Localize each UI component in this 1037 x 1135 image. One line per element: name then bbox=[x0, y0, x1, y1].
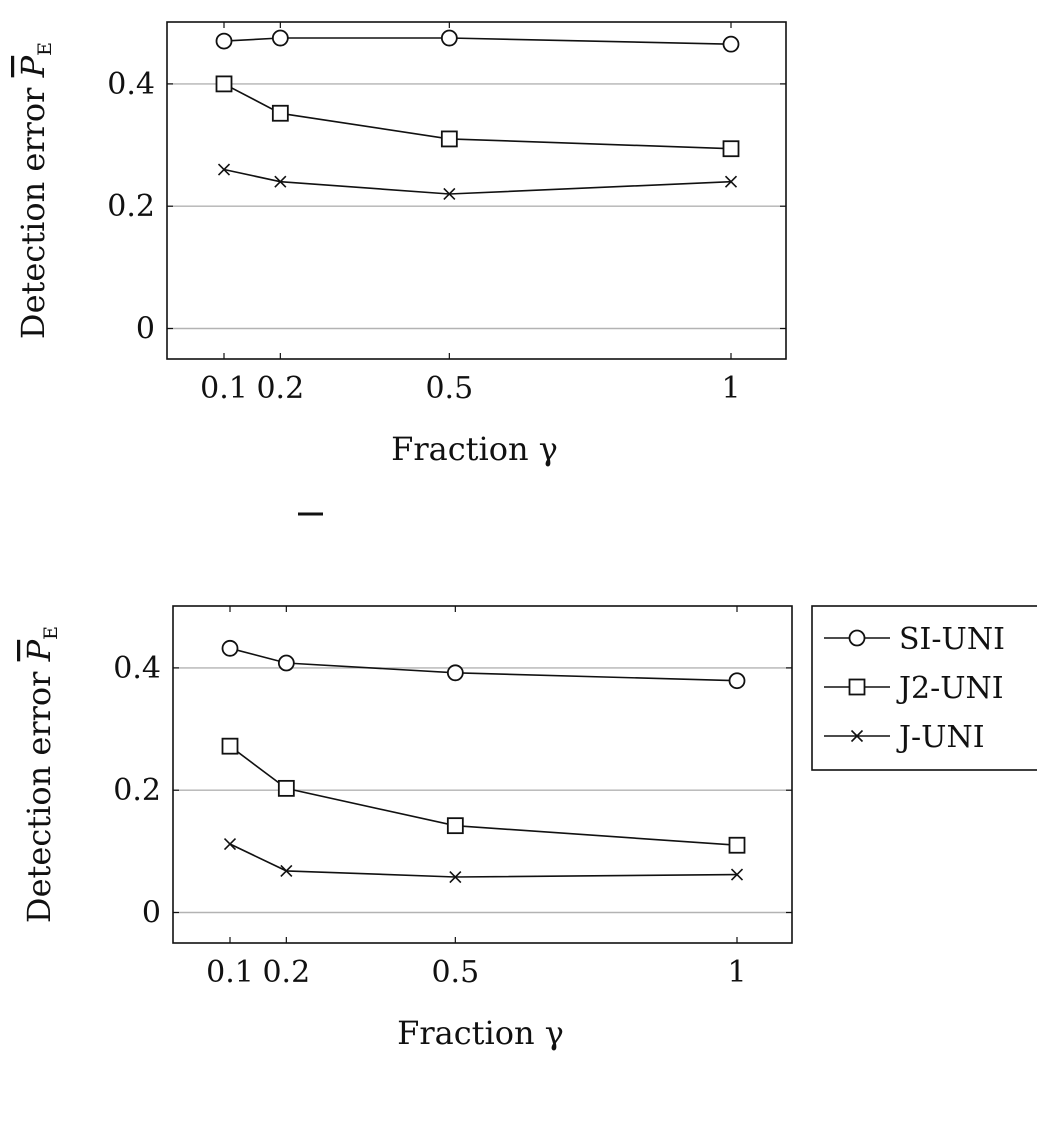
y-axis-label-symbol: P bbox=[20, 639, 58, 662]
data-point bbox=[221, 737, 239, 755]
data-point bbox=[724, 175, 738, 188]
data-point bbox=[446, 817, 464, 835]
data-point bbox=[728, 672, 746, 690]
data-point bbox=[274, 175, 287, 188]
data-point bbox=[215, 75, 233, 93]
series-line bbox=[223, 168, 732, 195]
data-point bbox=[446, 664, 464, 682]
x-axis-label: Fraction γ bbox=[397, 1014, 564, 1052]
y-axis-label: Detection error PE bbox=[20, 626, 62, 923]
y-axis-label-main: Detection error bbox=[20, 661, 58, 923]
series-SI-UNI bbox=[215, 29, 740, 53]
plot-frame bbox=[172, 605, 793, 944]
legend-entry: SI-UNI bbox=[824, 622, 1005, 657]
x-tick-label: 0.1 bbox=[206, 955, 254, 990]
data-point bbox=[440, 29, 458, 47]
y-axis-label-main: Detection error bbox=[14, 77, 52, 339]
data-point-b bbox=[724, 175, 738, 188]
series-line bbox=[229, 843, 738, 878]
data-point bbox=[271, 29, 289, 47]
y-axis-label-subscript: E bbox=[40, 626, 62, 640]
series-J-UNI bbox=[217, 163, 738, 201]
data-point bbox=[728, 836, 746, 854]
x-tick-label: 0.2 bbox=[256, 371, 304, 406]
data-point bbox=[449, 870, 462, 884]
legend-entry: J-UNI bbox=[824, 720, 985, 755]
data-point bbox=[271, 104, 289, 122]
x-tick-label: 1 bbox=[721, 371, 740, 406]
data-point-b bbox=[730, 868, 744, 881]
y-axis-label-subscript: E bbox=[34, 42, 56, 56]
data-point bbox=[722, 140, 740, 158]
data-point bbox=[280, 864, 293, 877]
legend-marker bbox=[848, 629, 866, 647]
x-axis-label: Fraction γ bbox=[391, 430, 558, 468]
y-axis-label: Detection error PE bbox=[14, 42, 56, 339]
data-point bbox=[223, 837, 237, 851]
series-J-UNI bbox=[223, 837, 744, 884]
series-line bbox=[229, 745, 738, 846]
series-SI-UNI bbox=[221, 639, 746, 690]
legend-marker-b bbox=[850, 729, 864, 743]
y-tick-label: 0 bbox=[136, 312, 155, 347]
data-point-b bbox=[280, 864, 293, 877]
data-point bbox=[277, 779, 295, 797]
data-point bbox=[277, 654, 295, 672]
y-axis-label-symbol: P bbox=[14, 55, 52, 78]
data-point-b bbox=[223, 837, 237, 851]
y-tick-label: 0.4 bbox=[113, 651, 161, 686]
series-J2-UNI bbox=[215, 75, 740, 158]
y-tick-label: 0.4 bbox=[107, 67, 155, 102]
series-line bbox=[223, 83, 732, 150]
legend: SI-UNI J2-UNI J-UNI bbox=[811, 605, 1037, 771]
x-tick-label: 1 bbox=[727, 955, 746, 990]
x-tick-label: 0.1 bbox=[200, 371, 248, 406]
series-J2-UNI bbox=[221, 737, 746, 854]
y-tick-label: 0 bbox=[142, 896, 161, 931]
legend-label: SI-UNI bbox=[899, 622, 1005, 657]
legend-marker bbox=[848, 678, 866, 696]
y-tick-label: 0.2 bbox=[113, 773, 161, 808]
legend-label: J-UNI bbox=[896, 720, 985, 755]
legend-entry: J2-UNI bbox=[824, 671, 1004, 706]
plot-frame bbox=[166, 21, 787, 360]
x-tick-label: 0.5 bbox=[425, 371, 473, 406]
legend-marker bbox=[850, 729, 864, 743]
data-point bbox=[443, 187, 456, 201]
data-point-b bbox=[443, 187, 456, 201]
legend-label: J2-UNI bbox=[896, 671, 1004, 706]
data-point-b bbox=[217, 163, 231, 176]
data-point-b bbox=[449, 870, 462, 884]
data-point bbox=[730, 868, 744, 881]
data-point bbox=[440, 130, 458, 148]
data-point-b bbox=[274, 175, 287, 188]
series-line bbox=[223, 37, 732, 45]
y-tick-label: 0.2 bbox=[107, 189, 155, 224]
data-point bbox=[217, 163, 231, 176]
data-point bbox=[215, 32, 233, 50]
series-line bbox=[229, 647, 738, 682]
x-tick-label: 0.2 bbox=[262, 955, 310, 990]
data-point bbox=[221, 639, 239, 657]
x-tick-label: 0.5 bbox=[431, 955, 479, 990]
data-point bbox=[722, 35, 740, 53]
